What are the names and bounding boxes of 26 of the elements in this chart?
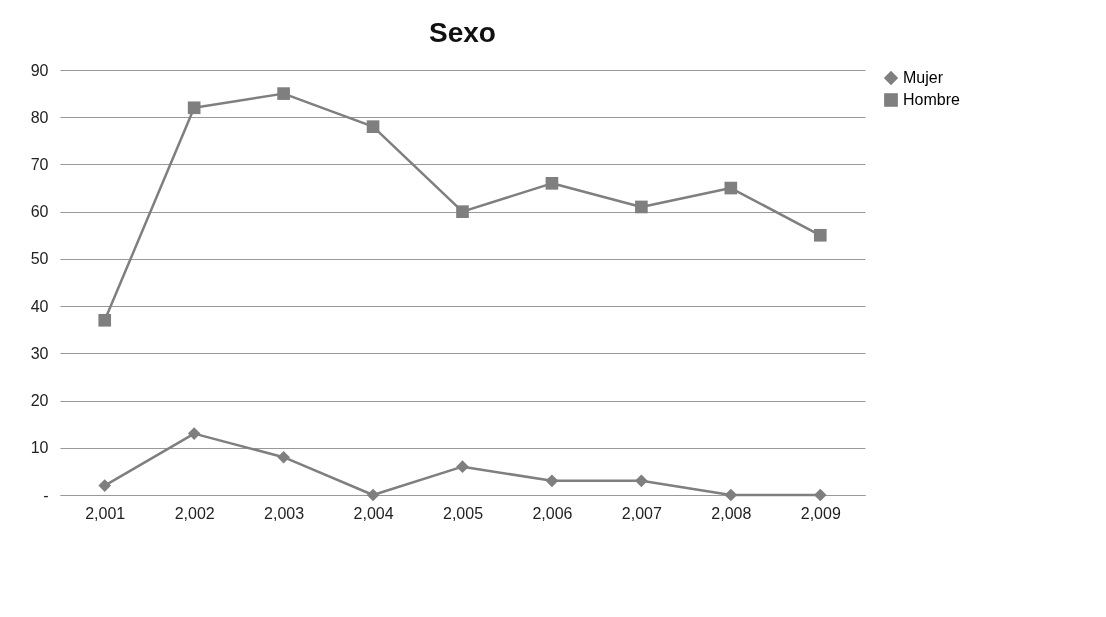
y-tick-label: 60 (30, 203, 49, 221)
x-tick-label: 2,003 (264, 504, 305, 522)
point (813, 228, 827, 242)
x-tick-label: 2,006 (532, 504, 573, 522)
x-tick-label: 2,005 (442, 504, 484, 522)
y-tick-label: 90 (30, 61, 49, 79)
point (98, 313, 112, 327)
y-tick-label: 10 (30, 439, 49, 457)
point (813, 488, 827, 502)
chart-title: Sexo (429, 17, 496, 48)
legend-label: Hombre (903, 91, 961, 108)
legend-label: Mujer (903, 69, 944, 86)
y-tick-label: - (43, 486, 49, 504)
y-tick-label: 80 (30, 108, 49, 126)
x-tick-label: 2,001 (85, 504, 126, 522)
y-tick-label: 70 (30, 155, 49, 173)
y-tick-label: 50 (30, 250, 49, 268)
y-tick-label: 20 (30, 392, 49, 410)
y-tick-label: 30 (30, 344, 49, 362)
x-tick-label: 2,007 (621, 504, 663, 522)
y-tick-label: 40 (30, 297, 49, 315)
point (98, 479, 112, 492)
x-tick-label: 2,004 (353, 504, 394, 522)
x-tick-label: 2,009 (800, 504, 841, 522)
x-tick-label: 2,002 (174, 504, 215, 522)
x-tick-label: 2,008 (711, 504, 752, 522)
